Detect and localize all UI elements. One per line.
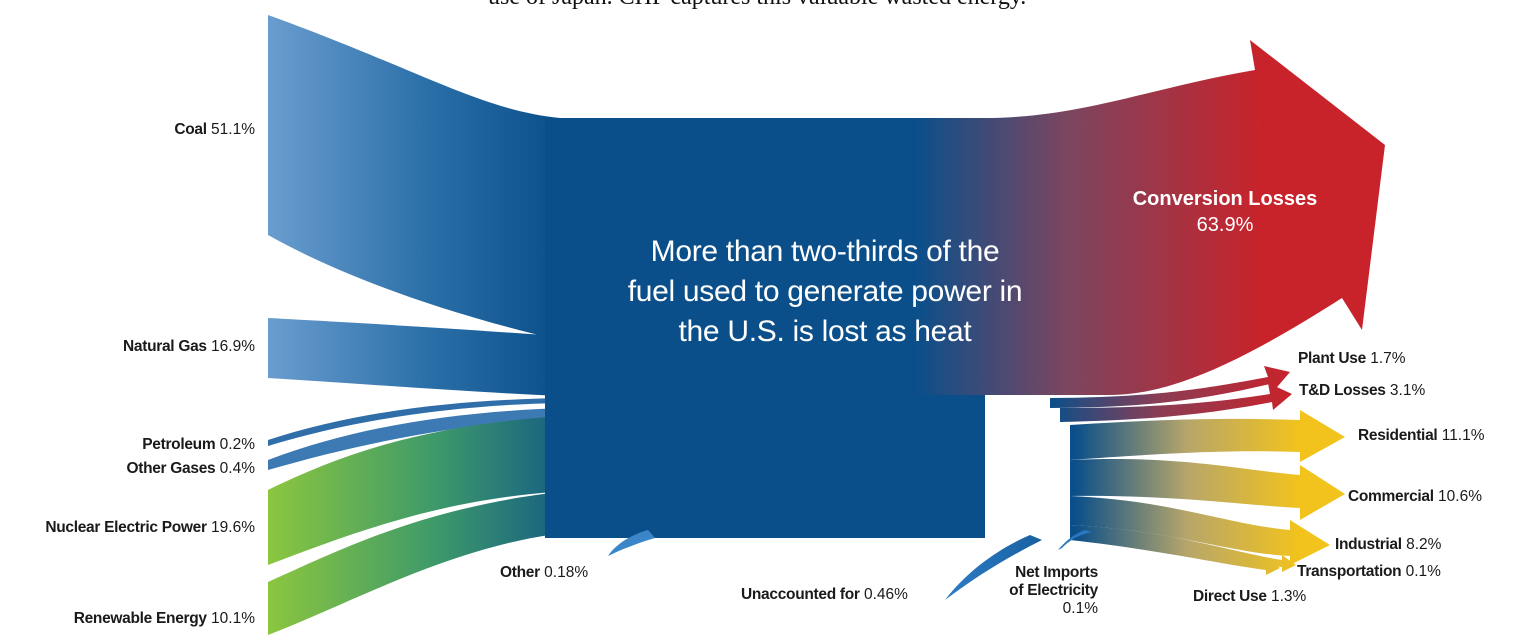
direct-use-arrow [1070,530,1280,575]
conversion-losses-name: Conversion Losses [1132,188,1318,210]
source-label-nuclear: Nuclear Electric Power 19.6% [45,519,255,536]
source-label-other: Other 0.18% [500,564,589,581]
natural-gas-flow [268,318,560,396]
conversion-losses-label: Conversion Losses 63.9% [1110,186,1340,238]
source-label-net-imports: Net Imports of Electricity 0.1% [1009,564,1098,617]
output-label-industrial: Industrial 8.2% [1335,536,1442,553]
source-label-petroleum: Petroleum 0.2% [142,436,255,453]
other-outflow [608,530,655,556]
headline-line-2: fuel used to generate power in [627,275,1023,308]
unaccounted-outflow [945,535,1042,600]
headline: More than two-thirds of the fuel used to… [590,232,1060,352]
conversion-losses-arrow [880,40,1385,395]
net-imports-inflow [1058,530,1092,550]
output-label-residential: Residential 11.1% [1358,427,1485,444]
source-label-coal: Coal 51.1% [174,121,255,138]
headline-line-1: More than two-thirds of the [650,235,1000,268]
industrial-arrow [1070,496,1330,565]
output-label-transportation: Transportation 0.1% [1297,563,1441,580]
label-unaccounted-for: Unaccounted for 0.46% [741,586,908,603]
source-label-other-gases: Other Gases 0.4% [126,460,255,477]
conversion-losses-pct: 63.9% [1196,214,1254,236]
td-losses-arrow [1060,383,1292,422]
renewable-flow [268,488,600,635]
plant-use-arrow [1050,366,1290,408]
output-label-commercial: Commercial 10.6% [1348,488,1482,505]
output-label-direct-use: Direct Use 1.3% [1193,588,1307,605]
source-label-renewable: Renewable Energy 10.1% [73,610,255,627]
output-label-plant-use: Plant Use 1.7% [1298,350,1406,367]
residential-arrow [1070,410,1345,462]
output-label-td-losses: T&D Losses 3.1% [1299,382,1426,399]
source-label-natural-gas: Natural Gas 16.9% [123,338,255,355]
commercial-arrow [1070,458,1345,520]
nuclear-flow [268,414,600,565]
headline-line-3: the U.S. is lost as heat [678,315,972,348]
petroleum-flow [268,398,560,446]
caption-text: use of Japan. CHP captures this valuable… [488,0,1288,11]
